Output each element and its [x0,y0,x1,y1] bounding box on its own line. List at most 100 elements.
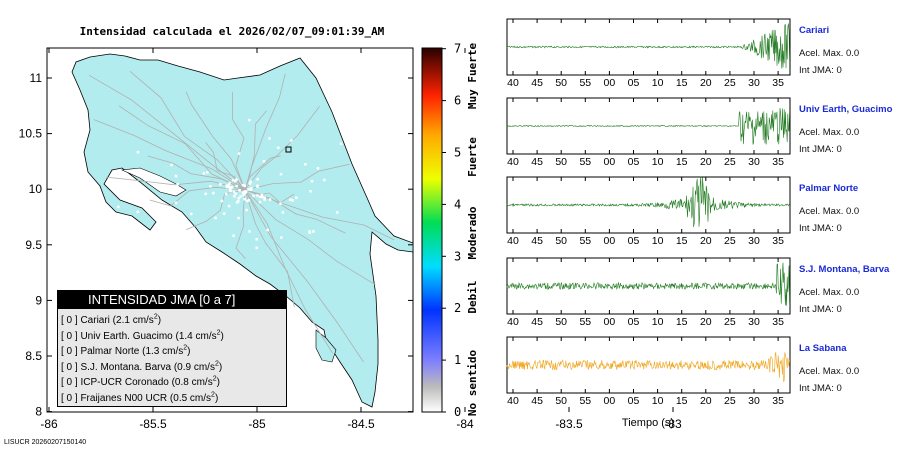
road [129,70,246,191]
town-dot [243,198,246,201]
colorbar-ticks: 0 1 2 3 4 5 6 7 [442,42,461,419]
town-dot [157,239,160,242]
town-dot [176,183,179,186]
station-name: La Sabana [799,343,847,354]
time-tick-label: 30 [748,77,760,89]
town-dot [312,230,315,233]
town-dot [235,184,238,188]
town-dot [246,199,249,203]
town-dot [239,195,242,198]
time-tick-label: 00 [604,395,616,407]
time-tick-label: 30 [748,316,760,328]
town-dot [229,186,232,189]
legend-station-row: [ 0 ] Cariari (2.1 cm/s2) [61,313,162,326]
town-dot [242,193,245,197]
town-dot [243,191,246,195]
intensity-category-label: Fuerte [466,137,479,177]
legend-station-row: [ 0 ] ICP-UCR Coronado (0.8 cm/s2) [61,375,220,388]
time-tick-label: 25 [724,156,736,168]
time-tick-label: 50 [555,395,567,407]
map-x-tick-label: -83.5 [555,417,583,431]
town-dot [290,139,293,142]
road-network [88,70,395,363]
town-dot [281,211,285,214]
time-tick-label: 15 [676,316,688,328]
legend-station-row: [ 0 ] Fraijanes N00 UCR (0.5 cm/s2) [61,391,219,404]
time-tick-label: 40 [507,316,519,328]
map-title: Intensidad calculada el 2026/02/07_09:01… [80,25,385,38]
road [244,189,295,204]
town-dot [289,198,292,201]
road [232,91,246,191]
seismogram-3: 40 45 50 55 00 05 10 15 20 25 30 35 [506,176,791,247]
town-dot [316,167,320,170]
town-dot [280,236,283,239]
map-x-tick-label: -85 [248,417,266,431]
town-dot [204,192,207,196]
road [244,189,376,286]
map-x-tick-label: -83 [664,417,682,431]
town-dot [174,174,178,178]
town-dot [258,200,262,204]
seismogram-4: 40 45 50 55 00 05 10 15 20 25 30 35 [506,257,791,328]
time-tick-label: 00 [604,235,616,247]
town-dot [279,202,282,205]
colorbar: 0 1 2 3 4 5 6 7 No sentido Debil Moderado Fuerte Mu… [421,42,479,419]
waveform-trace [506,107,790,145]
time-tick-label: 45 [531,77,543,89]
road [244,189,295,307]
town-markers [117,118,343,259]
town-dot [229,189,232,192]
map-y-tick-label: 9.5 [25,238,42,252]
time-tick-label: 55 [579,156,591,168]
town-dot [339,142,343,145]
road [149,186,246,207]
town-dot [268,198,272,201]
station-name: Palmar Norte [799,183,859,194]
town-dot [235,178,238,181]
time-tick-label: 25 [724,316,736,328]
time-tick-label: 40 [507,156,519,168]
station-name: Univ Earth, Guacimo [799,104,893,115]
time-tick-label: 30 [748,235,760,247]
road [185,91,246,191]
time-tick-label: 25 [724,235,736,247]
town-dot [243,184,247,187]
town-dot [250,187,253,190]
legend-rows: [ 0 ] Cariari (2.1 cm/s2) [ 0 ] Univ Eart… [58,309,286,406]
time-tick-label: 10 [652,235,664,247]
town-dot [234,192,237,195]
road [244,110,267,191]
colorbar-tick-label: 4 [454,197,461,211]
town-dot [190,212,193,216]
town-dot [262,160,266,163]
station-jma-intensity: Int JMA: 0 [799,144,842,155]
road [244,189,364,363]
road [88,74,246,191]
time-tick-label: 35 [772,156,784,168]
time-tick-label: 15 [676,235,688,247]
time-tick-label: 25 [724,77,736,89]
town-dot [224,192,228,196]
map-x-axis: -86 -85.5 -85 -84.5 -84 -83.5 -83 [40,48,682,431]
time-tick-label: 30 [748,395,760,407]
town-dot [220,199,224,203]
town-dot [244,190,248,194]
map-x-tick-label: -85.5 [139,417,167,431]
time-tick-label: 10 [652,395,664,407]
town-dot [227,184,230,188]
time-tick-label: 35 [772,316,784,328]
time-tick-label: 50 [555,316,567,328]
town-dot [248,230,251,233]
map-y-tick-label: 8.5 [25,349,42,363]
town-dot [256,184,259,188]
time-tick-label: 30 [748,156,760,168]
town-dot [308,231,312,235]
town-dot [170,163,173,167]
town-dot [263,196,266,199]
town-dot [247,199,251,202]
time-tick-label: 55 [579,235,591,247]
time-tick-label: 45 [531,156,543,168]
town-dot [214,216,217,220]
town-dot [241,191,245,195]
